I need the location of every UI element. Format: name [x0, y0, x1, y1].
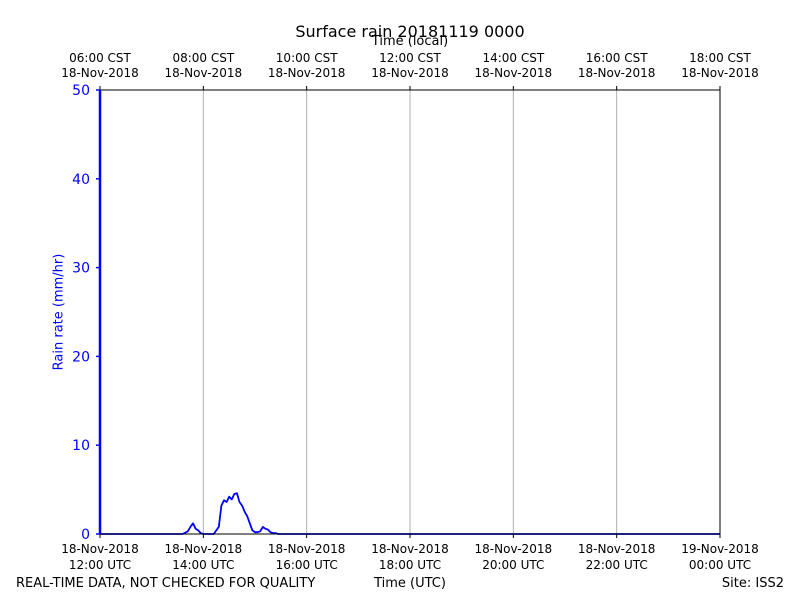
- top-tick-date-label: 18-Nov-2018: [61, 66, 139, 80]
- rain-rate-line: [100, 492, 720, 535]
- x-tick-date-label: 18-Nov-2018: [268, 542, 346, 556]
- top-tick-date-label: 18-Nov-2018: [475, 66, 553, 80]
- x-tick-time-label: 18:00 UTC: [379, 558, 441, 572]
- y-tick-label: 50: [72, 83, 90, 99]
- x-tick-time-label: 00:00 UTC: [689, 558, 751, 572]
- top-axis-label: Time (local): [371, 34, 449, 49]
- x-tick-time-label: 16:00 UTC: [276, 558, 338, 572]
- y-tick-label: 0: [81, 527, 90, 543]
- top-tick-time-label: 06:00 CST: [69, 51, 131, 65]
- x-tick-time-label: 22:00 UTC: [586, 558, 648, 572]
- top-tick-time-label: 12:00 CST: [379, 51, 441, 65]
- top-tick-date-label: 18-Nov-2018: [681, 66, 759, 80]
- x-axis-label: Time (UTC): [374, 576, 446, 591]
- x-tick-date-label: 18-Nov-2018: [165, 542, 243, 556]
- top-tick-time-label: 08:00 CST: [172, 51, 234, 65]
- top-tick-date-label: 18-Nov-2018: [578, 66, 656, 80]
- top-tick-time-label: 14:00 CST: [482, 51, 544, 65]
- top-tick-date-label: 18-Nov-2018: [371, 66, 449, 80]
- top-tick-time-label: 10:00 CST: [276, 51, 338, 65]
- y-tick-label: 10: [72, 438, 90, 454]
- y-tick-label: 20: [72, 349, 90, 365]
- top-tick-time-label: 16:00 CST: [586, 51, 648, 65]
- y-axis-label: Rain rate (mm/hr): [51, 253, 67, 371]
- chart-title: Surface rain 20181119 0000: [295, 22, 525, 41]
- y-tick-label: 30: [72, 261, 90, 277]
- x-tick-date-label: 18-Nov-2018: [61, 542, 139, 556]
- x-tick-time-label: 20:00 UTC: [482, 558, 544, 572]
- x-tick-date-label: 18-Nov-2018: [475, 542, 553, 556]
- x-tick-date-label: 19-Nov-2018: [681, 542, 759, 556]
- top-tick-time-label: 18:00 CST: [689, 51, 751, 65]
- x-tick-date-label: 18-Nov-2018: [578, 542, 656, 556]
- quality-disclaimer: REAL-TIME DATA, NOT CHECKED FOR QUALITY: [16, 576, 316, 591]
- x-tick-date-label: 18-Nov-2018: [371, 542, 449, 556]
- x-tick-time-label: 12:00 UTC: [69, 558, 131, 572]
- x-tick-time-label: 14:00 UTC: [172, 558, 234, 572]
- y-tick-label: 40: [72, 172, 90, 188]
- top-tick-date-label: 18-Nov-2018: [268, 66, 346, 80]
- site-label: Site: ISS2: [721, 576, 784, 591]
- top-tick-date-label: 18-Nov-2018: [165, 66, 243, 80]
